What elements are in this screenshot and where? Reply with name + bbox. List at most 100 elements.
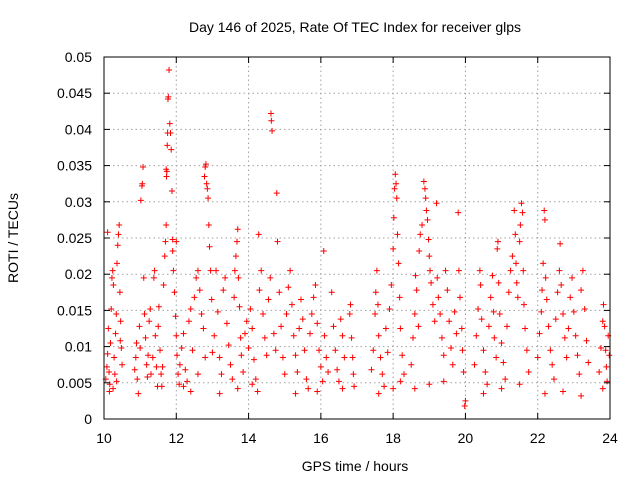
data-point [384, 349, 391, 356]
y-tick-label: 0.02 [65, 266, 92, 282]
data-point [180, 383, 187, 390]
data-point [434, 274, 441, 281]
data-point [117, 318, 124, 325]
data-point [214, 308, 221, 315]
data-point [498, 385, 505, 392]
data-point [187, 388, 194, 395]
data-point [155, 303, 162, 310]
data-point [574, 352, 581, 359]
data-point [150, 274, 157, 281]
data-point [538, 308, 545, 315]
data-point [388, 282, 395, 289]
data-point [368, 366, 375, 373]
data-point [523, 347, 530, 354]
y-axis-label: ROTI / TECUs [5, 193, 21, 283]
data-point [144, 374, 151, 381]
data-point [288, 301, 295, 308]
data-point [332, 347, 339, 354]
data-point [379, 371, 386, 378]
data-point [542, 274, 549, 281]
y-tick-label: 0.025 [57, 230, 92, 246]
data-point [480, 390, 487, 397]
y-tick-label: 0.035 [57, 158, 92, 174]
data-point [222, 274, 229, 281]
data-point [117, 337, 124, 344]
data-point [194, 267, 201, 274]
data-point [164, 142, 171, 149]
data-point [111, 354, 118, 361]
data-point [540, 260, 547, 267]
data-point [543, 296, 550, 303]
data-point [417, 231, 424, 238]
data-point [198, 311, 205, 318]
data-point [279, 354, 286, 361]
data-point [482, 368, 489, 375]
data-point [232, 253, 239, 260]
data-point [560, 388, 567, 395]
data-point [485, 323, 492, 330]
data-point [563, 354, 570, 361]
data-point [139, 180, 146, 187]
data-point [137, 345, 144, 352]
data-point [601, 323, 608, 330]
data-point [281, 371, 288, 378]
data-point [234, 226, 241, 233]
data-point [449, 361, 456, 368]
data-point [155, 323, 162, 330]
data-point [237, 334, 244, 341]
data-point [133, 339, 140, 346]
data-point [541, 390, 548, 397]
data-point [103, 363, 110, 370]
data-point [561, 334, 568, 341]
data-point [136, 323, 143, 330]
data-point [606, 352, 613, 359]
data-point [558, 282, 565, 289]
data-point [381, 383, 388, 390]
data-point [395, 260, 402, 267]
data-point [307, 330, 314, 337]
data-point [147, 305, 154, 312]
data-point [471, 361, 478, 368]
data-point [415, 323, 422, 330]
data-point [325, 368, 332, 375]
data-point [334, 366, 341, 373]
data-point [549, 361, 556, 368]
data-point [459, 347, 466, 354]
x-axis-label: GPS time / hours [302, 458, 409, 474]
data-point [163, 166, 170, 173]
data-point [106, 381, 113, 388]
data-point [314, 320, 321, 327]
data-point [346, 311, 353, 318]
data-point [484, 381, 491, 388]
data-point [399, 352, 406, 359]
data-point [249, 381, 256, 388]
data-point [308, 311, 315, 318]
data-point [446, 318, 453, 325]
data-point [440, 378, 447, 385]
data-point [348, 334, 355, 341]
x-tick-labels: 10 12 14 16 18 20 22 24 [96, 430, 618, 446]
data-point [160, 282, 167, 289]
data-point [163, 173, 170, 180]
data-point [163, 221, 170, 228]
data-point [153, 363, 160, 370]
y-tick-label: 0.015 [57, 302, 92, 318]
data-point [375, 332, 382, 339]
data-point [202, 164, 209, 171]
data-point [411, 311, 418, 318]
data-point [477, 282, 484, 289]
data-point [372, 311, 379, 318]
data-point [252, 376, 259, 383]
data-point [570, 308, 577, 315]
data-point [285, 284, 292, 291]
y-tick-label: 0.01 [65, 339, 92, 355]
data-point [172, 313, 179, 320]
chart-title: Day 146 of 2025, Rate Of TEC Index for r… [189, 19, 521, 35]
data-point [390, 214, 397, 221]
data-point [337, 316, 344, 323]
data-point [236, 303, 243, 310]
data-point [494, 238, 501, 245]
data-point [178, 345, 185, 352]
data-point [104, 229, 111, 236]
data-point [581, 305, 588, 312]
